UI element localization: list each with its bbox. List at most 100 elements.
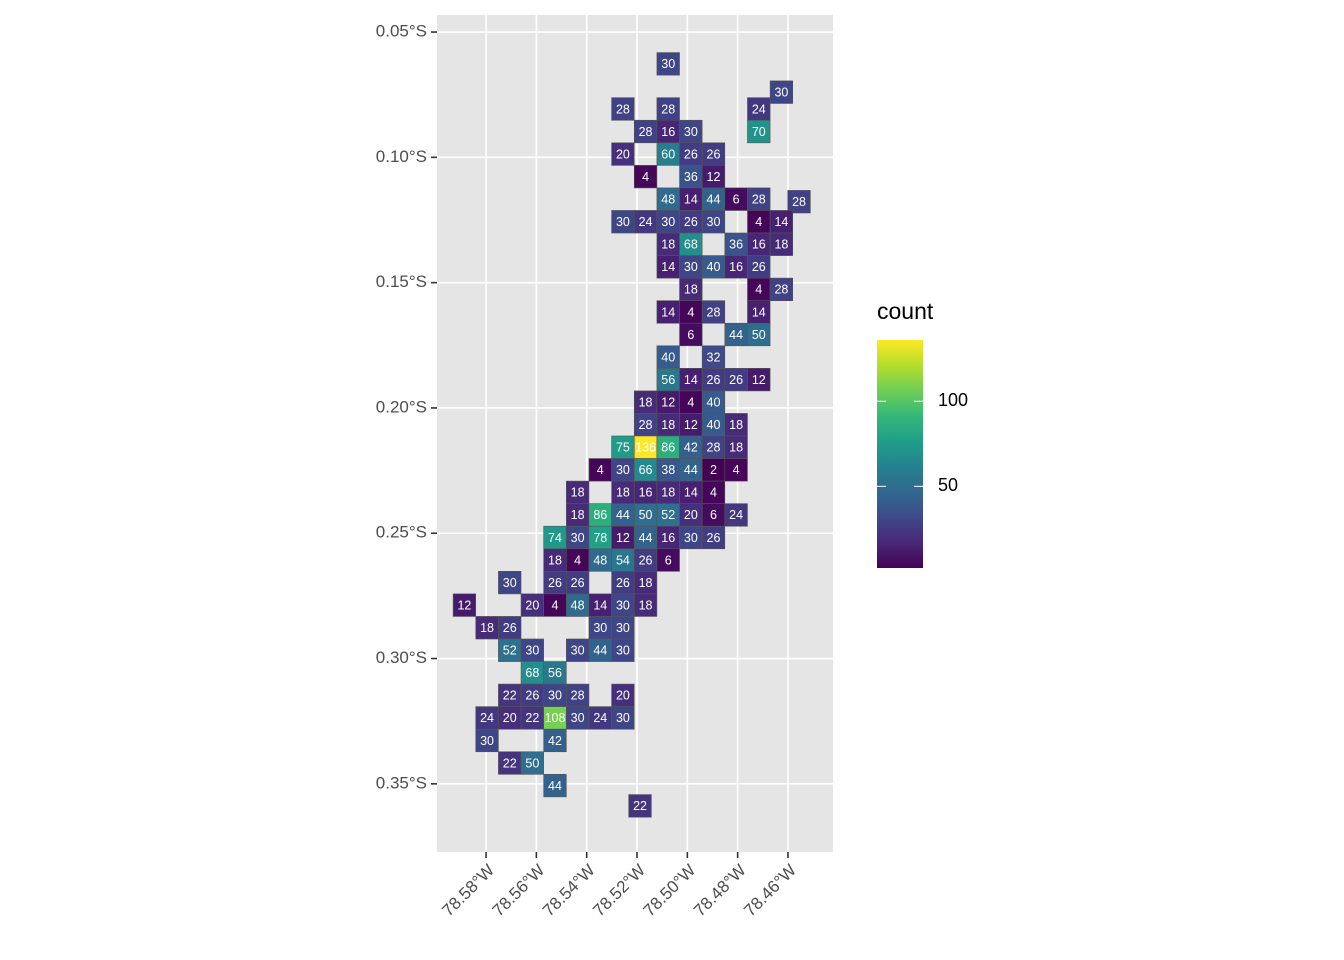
cell — [633, 593, 658, 617]
cell-label: 66 — [639, 463, 653, 477]
cell-label: 40 — [707, 395, 721, 409]
cell — [701, 525, 726, 550]
cell-label: 6 — [687, 328, 694, 342]
cell-label: 30 — [616, 463, 630, 477]
cell-label: 38 — [661, 463, 675, 477]
cell-label: 20 — [525, 598, 539, 612]
cell-label: 26 — [752, 260, 766, 274]
cell-label: 12 — [684, 418, 698, 432]
cell — [701, 210, 726, 234]
cell-label: 16 — [661, 531, 675, 545]
cell-label: 4 — [597, 463, 604, 477]
cell-label: 22 — [503, 689, 517, 703]
cell — [611, 706, 635, 730]
cell-label: 12 — [661, 395, 675, 409]
cell-label: 18 — [571, 508, 585, 522]
y-tick-label: 0.10°S — [376, 147, 427, 166]
cell-label: 6 — [733, 192, 740, 206]
cell-label: 28 — [707, 305, 721, 319]
cell — [724, 503, 748, 527]
cell-label: 18 — [661, 486, 675, 500]
cell-label: 30 — [774, 85, 788, 99]
x-tick-label: 78.50°W — [640, 861, 700, 921]
cell-label: 18 — [684, 283, 698, 297]
x-tick-label: 78.58°W — [438, 861, 498, 921]
cell-label: 40 — [707, 260, 721, 274]
cell-label: 4 — [755, 283, 762, 297]
cell-label: 4 — [552, 598, 559, 612]
cell-label: 18 — [639, 598, 653, 612]
cell-label: 30 — [661, 57, 675, 71]
y-tick-label: 0.05°S — [376, 22, 427, 41]
cell — [633, 165, 658, 189]
cell-label: 50 — [525, 756, 539, 770]
cell — [520, 751, 544, 775]
cell-label: 4 — [642, 170, 649, 184]
cell-label: 44 — [616, 508, 630, 522]
cell — [498, 571, 522, 595]
cell — [611, 638, 635, 662]
cell-label: 18 — [729, 441, 743, 455]
cell-label: 30 — [571, 644, 585, 658]
cell-label: 28 — [707, 441, 721, 455]
cell-label: 32 — [707, 350, 721, 364]
cell-label: 6 — [710, 508, 717, 522]
cell-label: 14 — [661, 260, 675, 274]
cell-label: 30 — [525, 644, 539, 658]
cell — [543, 728, 567, 753]
cell-label: 26 — [525, 689, 539, 703]
colorbar — [877, 340, 923, 568]
cell-label: 18 — [571, 486, 585, 500]
x-tick-label: 78.56°W — [489, 861, 549, 921]
cell-label: 30 — [616, 215, 630, 229]
cell-label: 22 — [525, 711, 539, 725]
cell-label: 52 — [503, 644, 517, 658]
cell-label: 26 — [707, 531, 721, 545]
cell-label: 14 — [684, 192, 698, 206]
cell-label: 30 — [684, 531, 698, 545]
cell-label: 30 — [616, 644, 630, 658]
cell-label: 30 — [548, 689, 562, 703]
cell-label: 6 — [665, 553, 672, 567]
cell-label: 4 — [687, 395, 694, 409]
cell-label: 86 — [661, 441, 675, 455]
x-tick-label: 78.46°W — [740, 861, 800, 921]
cell-label: 42 — [684, 441, 698, 455]
cell-label: 56 — [548, 666, 562, 680]
cell-label: 26 — [639, 553, 653, 567]
cell-label: 28 — [616, 102, 630, 116]
cell-label: 28 — [774, 283, 788, 297]
cell — [769, 232, 794, 256]
cell-label: 30 — [571, 711, 585, 725]
cell-label: 4 — [710, 486, 717, 500]
cell-label: 30 — [593, 621, 607, 635]
cell-label: 68 — [525, 666, 539, 680]
cell — [701, 300, 726, 324]
y-tick-label: 0.20°S — [376, 397, 427, 416]
cell-label: 28 — [639, 418, 653, 432]
cell — [475, 728, 499, 753]
cell-label: 136 — [635, 441, 656, 455]
cell-label: 14 — [684, 373, 698, 387]
cell-label: 78 — [593, 531, 607, 545]
cell-label: 44 — [684, 463, 698, 477]
cell-label: 26 — [616, 576, 630, 590]
cell-label: 24 — [639, 215, 653, 229]
cell — [724, 458, 748, 482]
cell-label: 16 — [639, 486, 653, 500]
cell — [769, 80, 794, 104]
cell-label: 14 — [752, 305, 766, 319]
cell-label: 56 — [661, 373, 675, 387]
y-tick-label: 0.30°S — [376, 648, 427, 667]
colorbar-label: 50 — [938, 475, 958, 495]
cell-label: 18 — [661, 418, 675, 432]
cell-label: 108 — [545, 711, 566, 725]
cell-label: 30 — [684, 125, 698, 139]
cell-label: 30 — [616, 621, 630, 635]
cell-label: 40 — [707, 418, 721, 432]
cell-label: 36 — [729, 238, 743, 252]
cell-label: 30 — [616, 711, 630, 725]
cell — [656, 52, 680, 76]
cell-label: 20 — [616, 147, 630, 161]
